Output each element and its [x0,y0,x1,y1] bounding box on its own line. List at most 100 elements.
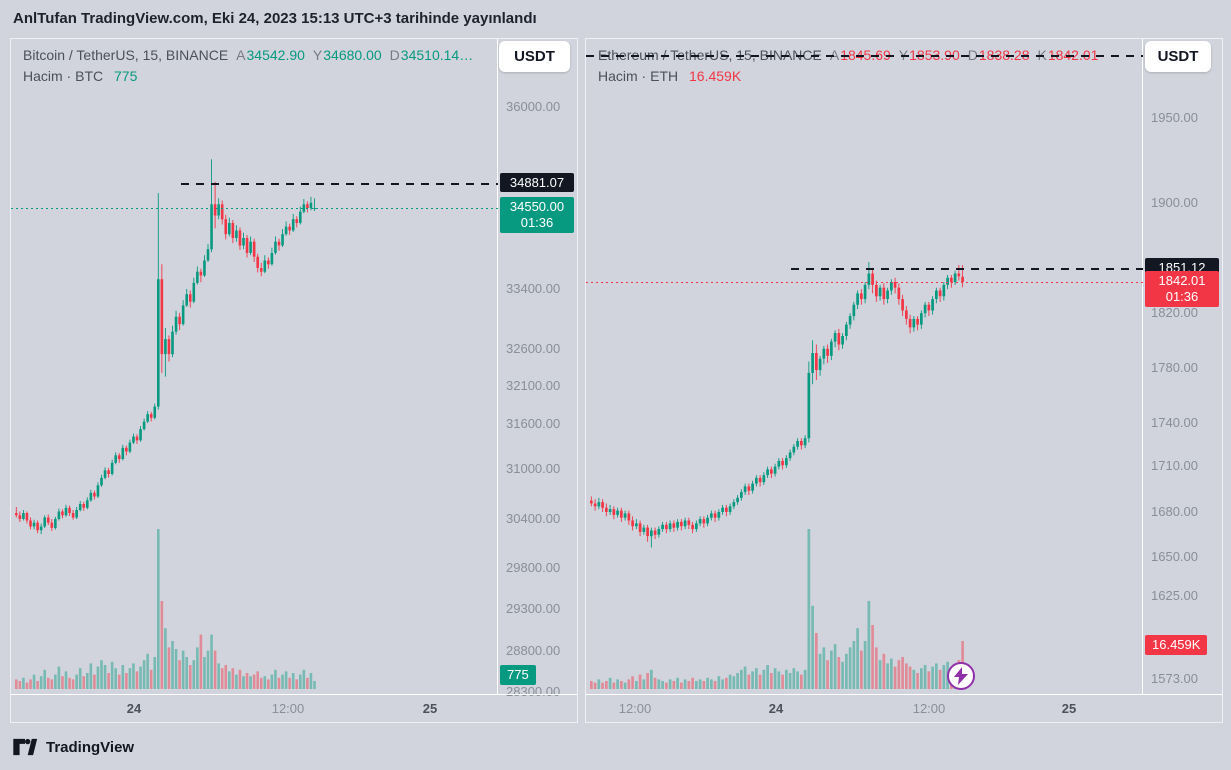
candle-body [171,331,174,355]
candle-body [657,529,661,535]
candle-body [665,524,668,530]
volume-bar [856,628,859,689]
volume-bar [71,679,75,689]
candle-body [39,526,43,531]
volume-bar [86,673,89,689]
volume-bar [199,634,203,689]
bar-close-countdown: 01:36 [1165,289,1199,304]
last-price-value: 1842.01 [1158,273,1206,288]
volume-bar [680,682,683,689]
currency-toggle-usdt-button[interactable]: USDT [1145,41,1211,72]
candle-body [291,219,295,231]
currency-toggle-usdt-button[interactable]: USDT [499,41,570,72]
candle-body [117,455,121,459]
tradingview-footer-link[interactable]: TradingView [12,735,134,759]
volume-bar [725,677,728,689]
volume-bar [886,663,889,689]
candle-body [309,202,313,208]
candle-wick [314,198,315,211]
candle-body [890,282,893,291]
volume-bar [231,668,235,689]
candle-body [800,441,803,446]
candle-body [277,241,281,246]
candle-body [702,519,706,524]
candle-body [931,299,934,311]
candle-wick [962,265,964,288]
volume-bar [277,677,281,689]
price-axis-label: 32600.00 [506,341,561,356]
price-axis-label: 1950.00 [1151,110,1198,125]
candle-body [149,414,153,418]
volume-bar [796,671,799,689]
volume-bar [785,669,788,689]
top-dashed-trendline [586,55,1143,57]
ohlc-key-A: A [236,47,246,63]
volume-bar [245,673,249,689]
price-axis-label: 1573.00 [1151,671,1198,686]
btc-time-axis[interactable]: 24 12:00 25 [11,694,577,722]
candle-body [942,284,946,297]
eth-chart-area[interactable] [586,39,1143,694]
volume-bar [249,676,252,689]
volume-bar [908,666,912,689]
volume-bar [833,644,837,689]
candle-body [863,284,867,300]
candle-body [235,230,238,238]
candle-body [238,230,242,246]
candle-body [725,507,728,512]
volume-bar [270,674,274,689]
candle-body [597,502,601,507]
volume-bar [117,674,121,689]
candle-body [249,241,252,253]
price-axis-label: 1900.00 [1151,195,1198,210]
candle-body [245,238,249,253]
volume-bar [642,679,646,689]
volume-bar [601,682,604,689]
volume-bar [25,682,29,689]
candle-body [616,510,619,515]
candle-body [923,304,927,314]
eth-price-axis[interactable]: 1950.00 1900.00 1820.00 1780.00 1740.00 1710.… [1142,39,1222,694]
volume-bar [732,676,736,689]
volume-bar [29,679,32,689]
candle-body [620,510,623,518]
volume-bar [149,669,153,689]
candle-body [927,304,931,311]
candle-body [755,477,758,484]
volume-bar [288,677,291,689]
candle-body [228,223,231,235]
candle-body [132,436,135,443]
boost-flash-button[interactable] [947,662,975,690]
candle-body [121,447,125,459]
volume-bar [803,669,807,689]
candle-body [623,513,627,518]
btc-chart-area[interactable] [11,39,498,694]
price-axis-label: 29800.00 [506,560,561,575]
candle-body [178,316,181,325]
btc-price-axis[interactable]: 36000.00 33400.00 32600.00 32100.00 31600.00… [497,39,577,699]
candle-body [766,469,769,476]
volume-bar [822,647,826,689]
eth-candlestick-volume-plot [590,262,964,689]
volume-bar [867,601,871,689]
candle-body [199,271,203,276]
btc-candlestick-volume-plot [15,159,316,689]
candle-body [164,339,167,355]
eth-time-axis[interactable]: 12:00 24 12:00 25 [586,694,1222,722]
candle-body [691,524,694,530]
candle-body [103,470,107,478]
volume-bar [893,666,897,689]
price-axis-label: 29300.00 [506,601,561,616]
volume-bar [590,681,593,689]
volume-bar [627,679,631,689]
volume-bar [710,679,713,689]
volume-bar [213,650,217,689]
btc-symbol-legend: Bitcoin / TetherUS, 15, BINANCE A34542.90… [23,47,473,63]
volume-bar [620,681,623,689]
volume-bar [46,677,50,689]
candle-body [803,438,807,446]
price-axis-label: 28300.00 [506,684,561,699]
volume-bar [75,674,78,689]
price-axis-label: 1650.00 [1151,549,1198,564]
volume-value: 16.459K [689,68,742,84]
